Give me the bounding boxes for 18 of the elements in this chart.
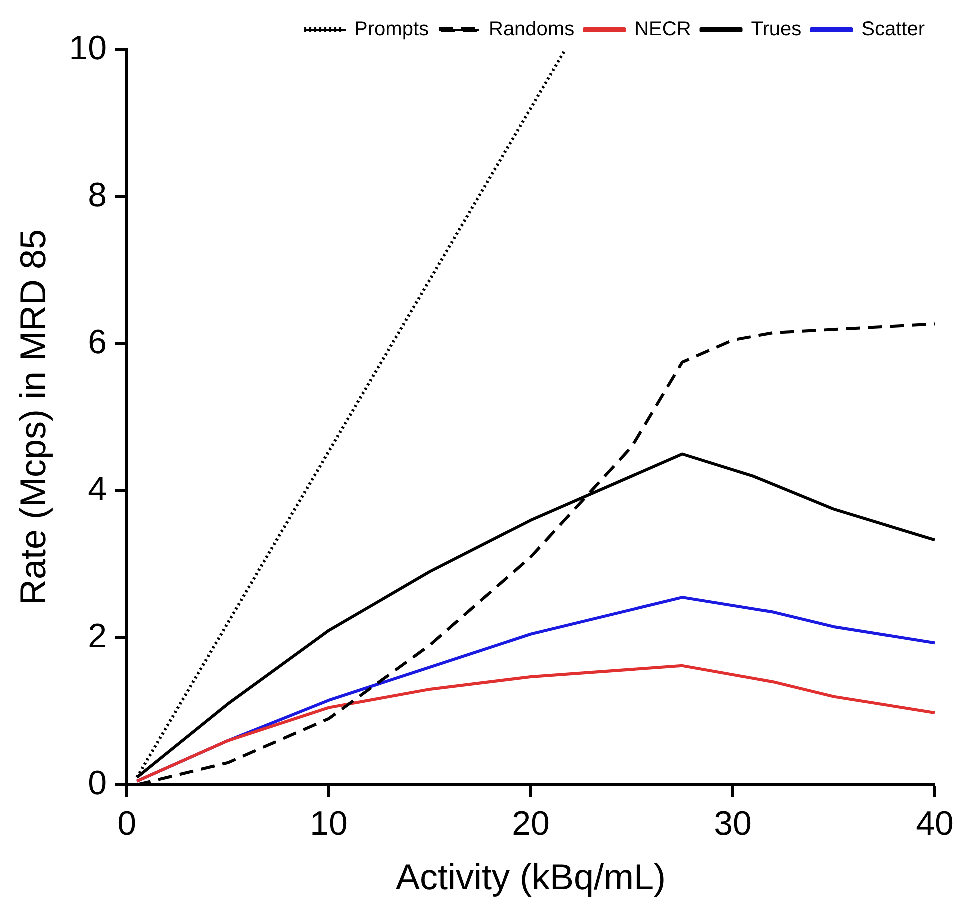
x-tick-label: 10 — [310, 804, 348, 843]
y-tick-label: 4 — [88, 470, 108, 508]
legend-label: Prompts — [354, 18, 429, 41]
x-tick-label: 20 — [512, 804, 550, 843]
legend-label: Randoms — [488, 18, 575, 41]
y-tick-label: 6 — [88, 323, 108, 362]
y-axis-title: Rate (Mcps) in MRD 85 — [12, 229, 54, 606]
legend-label: Trues — [751, 18, 802, 41]
x-axis-title: Activity (kBq/mL) — [396, 856, 666, 898]
x-tick-label: 30 — [714, 804, 752, 843]
y-tick-label: 8 — [88, 176, 108, 214]
y-tick-label: 0 — [88, 764, 108, 802]
legend-label: NECR — [634, 18, 692, 41]
x-tick-label: 0 — [118, 804, 136, 843]
legend-label: Scatter — [862, 18, 926, 41]
y-tick-label: 10 — [69, 29, 108, 68]
y-tick-label: 2 — [88, 617, 108, 656]
x-tick-label: 40 — [916, 804, 954, 843]
